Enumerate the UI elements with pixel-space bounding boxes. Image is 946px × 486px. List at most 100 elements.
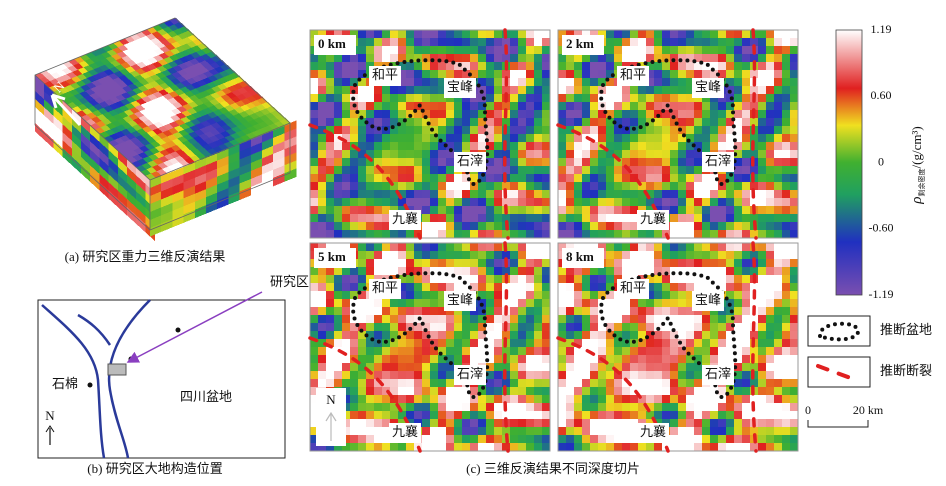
heat-cell — [758, 307, 767, 316]
heat-cell — [342, 30, 351, 39]
heat-cell — [470, 243, 479, 252]
heat-cell — [718, 347, 727, 356]
heat-cell — [678, 118, 687, 127]
heat-cell — [734, 331, 743, 340]
heat-cell — [702, 251, 711, 260]
heat-cell — [261, 137, 274, 151]
heat-cell — [326, 291, 335, 300]
heat-cell — [662, 363, 671, 372]
heat-cell — [686, 299, 695, 308]
heat-cell — [398, 379, 407, 388]
heat-cell — [718, 54, 727, 63]
heat-cell — [790, 190, 799, 199]
heat-cell — [398, 411, 407, 420]
heat-cell — [774, 198, 783, 207]
heat-cell — [686, 30, 695, 39]
heat-cell — [574, 182, 583, 191]
heat-cell — [486, 427, 495, 436]
heat-cell — [454, 126, 463, 135]
heat-cell — [686, 275, 695, 284]
heat-cell — [574, 379, 583, 388]
heat-cell — [734, 307, 743, 316]
heat-cell — [670, 230, 679, 239]
heat-cell — [390, 134, 399, 143]
heat-cell — [678, 267, 687, 276]
heat-cell — [766, 150, 775, 159]
heat-cell — [334, 142, 343, 151]
heat-cell — [542, 70, 551, 79]
heat-cell — [606, 46, 615, 55]
heat-cell — [510, 78, 519, 87]
heat-cell — [598, 110, 607, 119]
heat-cell — [438, 427, 447, 436]
heat-cell — [462, 283, 471, 292]
heat-cell — [742, 158, 751, 167]
heat-cell — [334, 243, 343, 252]
heat-cell — [390, 259, 399, 268]
heat-cell — [574, 411, 583, 420]
heat-cell — [510, 299, 519, 308]
heat-cell — [694, 347, 703, 356]
heat-cell — [398, 30, 407, 39]
heat-cell — [486, 267, 495, 276]
heat-cell — [438, 443, 447, 452]
heat-cell — [606, 86, 615, 95]
heat-cell — [71, 140, 82, 159]
heat-cell — [662, 62, 671, 71]
heat-cell — [414, 275, 423, 284]
heat-cell — [382, 347, 391, 356]
heat-cell — [726, 427, 735, 436]
heat-cell — [326, 102, 335, 111]
heat-cell — [574, 307, 583, 316]
heat-cell — [654, 182, 663, 191]
heat-cell — [654, 395, 663, 404]
north-label: N — [326, 392, 336, 407]
heat-cell — [526, 134, 535, 143]
heat-cell — [318, 30, 327, 39]
heat-cell — [422, 331, 431, 340]
heat-cell — [422, 182, 431, 191]
heat-cell — [35, 91, 45, 109]
heat-cell — [454, 230, 463, 239]
heat-cell — [446, 38, 455, 47]
heat-cell — [718, 243, 727, 252]
heat-cell — [606, 283, 615, 292]
heat-cell — [150, 175, 162, 189]
heat-cell — [782, 78, 791, 87]
heat-cell — [582, 118, 591, 127]
heat-cell — [790, 403, 799, 412]
heat-cell — [766, 251, 775, 260]
heat-cell — [686, 94, 695, 103]
heat-cell — [518, 387, 527, 396]
heat-cell — [542, 379, 551, 388]
heat-cell — [406, 371, 415, 380]
heat-cell — [366, 443, 375, 452]
heat-cell — [534, 371, 543, 380]
heat-cell — [646, 339, 655, 348]
heat-cell — [406, 86, 415, 95]
heat-cell — [734, 267, 743, 276]
heat-cell — [478, 126, 487, 135]
heat-cell — [494, 222, 503, 231]
heat-cell — [422, 291, 431, 300]
heat-cell — [194, 180, 207, 195]
heat-cell — [494, 94, 503, 103]
heat-cell — [574, 243, 583, 252]
heat-cell — [414, 158, 423, 167]
heat-cell — [494, 259, 503, 268]
heat-cell — [614, 315, 623, 324]
heat-cell — [406, 267, 415, 276]
heat-cell — [358, 230, 367, 239]
heat-cell — [774, 134, 783, 143]
heat-cell — [462, 259, 471, 268]
heat-cell — [470, 38, 479, 47]
heat-cell — [350, 419, 359, 428]
heat-cell — [710, 110, 719, 119]
heat-cell — [526, 190, 535, 199]
heat-cell — [694, 70, 703, 79]
heat-cell — [310, 443, 319, 452]
heat-cell — [342, 206, 351, 215]
heat-cell — [44, 107, 54, 125]
heat-cell — [398, 443, 407, 452]
heat-cell — [774, 118, 783, 127]
